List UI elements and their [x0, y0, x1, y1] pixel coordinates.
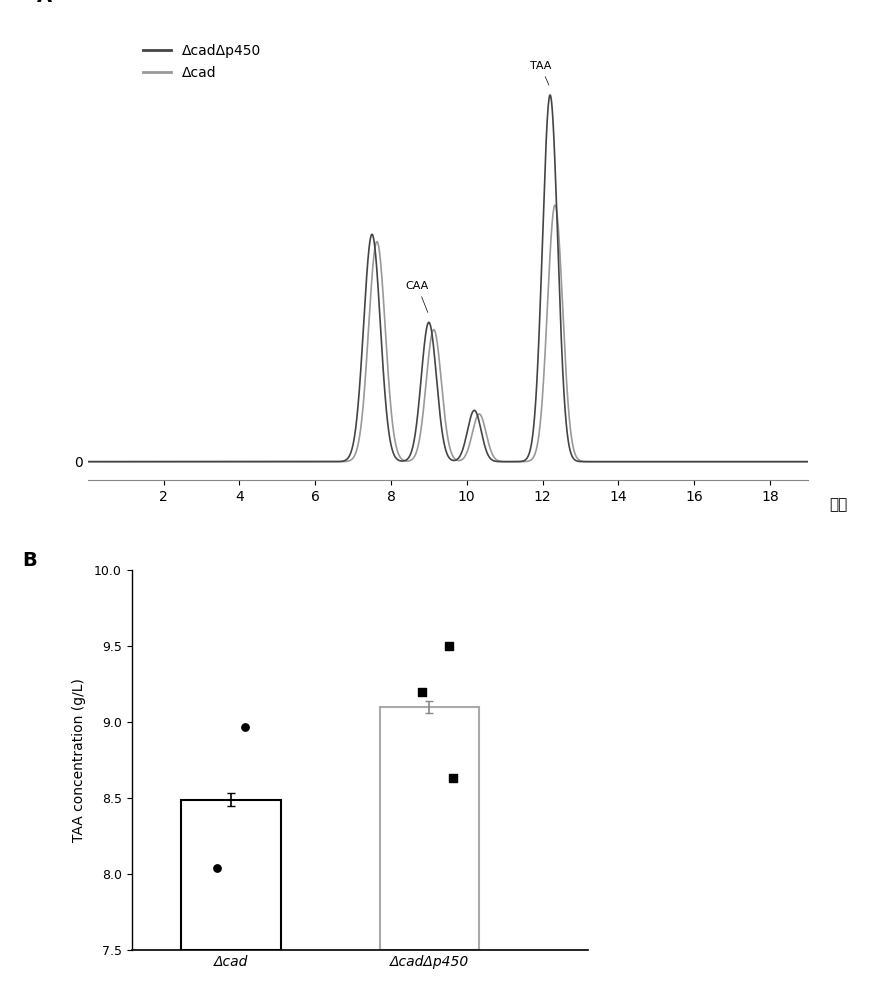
Text: B: B	[22, 551, 37, 570]
Point	[238, 719, 252, 735]
Point	[442, 638, 456, 654]
Point	[414, 684, 428, 700]
Point	[210, 860, 224, 876]
Y-axis label: TAA concentration (g/L): TAA concentration (g/L)	[72, 678, 86, 842]
Text: 分钟: 分钟	[829, 497, 846, 512]
Text: TAA: TAA	[530, 61, 551, 85]
Text: CAA: CAA	[405, 281, 429, 312]
Legend: ΔcadΔp450, Δcad: ΔcadΔp450, Δcad	[138, 38, 267, 86]
Bar	[380, 707, 479, 950]
Text: A: A	[38, 0, 53, 6]
Point	[446, 770, 460, 786]
Bar	[182, 800, 281, 950]
